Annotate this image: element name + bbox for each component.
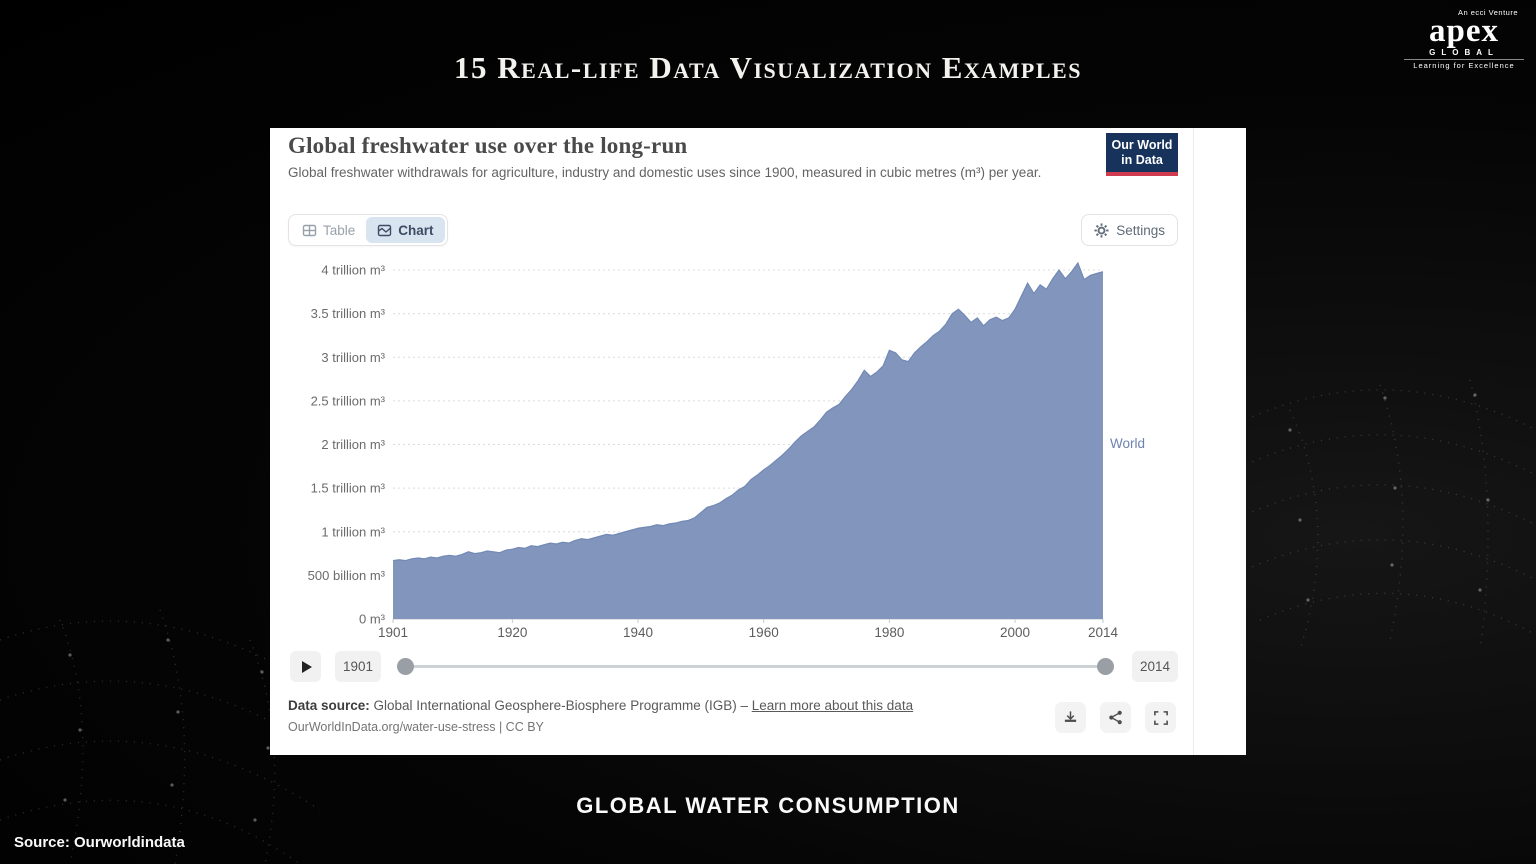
svg-text:1940: 1940 (623, 625, 653, 640)
settings-button[interactable]: Settings (1081, 214, 1178, 246)
series-label-world: World (1110, 436, 1146, 451)
svg-text:2.5 trillion m³: 2.5 trillion m³ (311, 393, 386, 408)
settings-label: Settings (1116, 222, 1165, 238)
download-icon (1064, 711, 1077, 722)
owid-logo-line1: Our World (1111, 138, 1173, 152)
apex-tagline-text: Learning for Excellence (1404, 58, 1524, 70)
download-button[interactable] (1055, 702, 1086, 733)
freshwater-area-chart[interactable]: 4 trillion m³ 3.5 trillion m³ 3 trillion m… (288, 256, 1168, 643)
owid-logo-red-bar (1106, 172, 1178, 176)
timeline-handle-end[interactable] (1097, 658, 1114, 675)
owid-logo-line2: in Data (1121, 153, 1163, 167)
attribution-line: OurWorldInData.org/water-use-stress | CC… (288, 720, 544, 734)
svg-text:2 trillion m³: 2 trillion m³ (321, 437, 385, 452)
owid-logo[interactable]: Our World in Data (1106, 133, 1178, 176)
svg-text:1.5 trillion m³: 1.5 trillion m³ (311, 481, 386, 496)
tab-table[interactable]: Table (291, 217, 366, 243)
gear-icon (1094, 222, 1109, 238)
play-button[interactable] (290, 651, 321, 682)
chart-plot-area[interactable]: 4 trillion m³ 3.5 trillion m³ 3 trillion m… (288, 256, 1168, 643)
svg-text:1901: 1901 (378, 625, 408, 640)
apex-brand-text: apex (1429, 13, 1499, 49)
svg-text:2000: 2000 (1000, 625, 1030, 640)
play-icon (301, 660, 312, 673)
svg-text:3.5 trillion m³: 3.5 trillion m³ (311, 306, 386, 321)
table-grid-icon (302, 224, 317, 236)
slide-source: Source: Ourworldindata (14, 834, 185, 851)
svg-text:1960: 1960 (749, 625, 779, 640)
svg-text:4 trillion m³: 4 trillion m³ (321, 263, 385, 278)
tab-table-label: Table (323, 222, 356, 238)
area-chart-icon (378, 224, 392, 236)
learn-more-link[interactable]: Learn more about this data (751, 698, 914, 713)
data-source-line: Data source: Global International Geosph… (288, 698, 913, 713)
svg-text:2014: 2014 (1088, 625, 1119, 640)
timeline-slider-track[interactable] (405, 665, 1105, 668)
share-icon (1109, 710, 1122, 725)
apex-global-text: GLOBAL (1429, 47, 1499, 57)
data-source-text: Global International Geosphere-Biosphere… (369, 698, 752, 713)
timeline-handle-start[interactable] (397, 658, 414, 675)
fullscreen-button[interactable] (1145, 702, 1176, 733)
apex-venture-text: An ecci Venture (1457, 8, 1518, 17)
tab-chart[interactable]: Chart (366, 217, 445, 243)
view-tabs: Table Chart (288, 214, 448, 246)
svg-text:0 m³: 0 m³ (359, 612, 386, 627)
owid-chart-card: Global freshwater use over the long-run … (270, 128, 1246, 755)
slide-title: 15 Real-life Data Visualization Examples (454, 50, 1082, 85)
svg-text:1980: 1980 (874, 625, 904, 640)
svg-text:1920: 1920 (497, 625, 527, 640)
fullscreen-icon (1153, 710, 1168, 725)
tab-chart-label: Chart (398, 222, 434, 238)
chart-frame-border (1193, 128, 1194, 755)
chart-title: Global freshwater use over the long-run (288, 133, 688, 158)
share-button[interactable] (1100, 702, 1131, 733)
slide-caption: GLOBAL WATER CONSUMPTION (576, 793, 960, 818)
timeline-control: 1901 2014 (270, 649, 1196, 685)
svg-text:3 trillion m³: 3 trillion m³ (321, 350, 385, 365)
chart-subtitle: Global freshwater withdrawals for agricu… (288, 165, 1042, 180)
svg-text:500 billion m³: 500 billion m³ (308, 568, 386, 583)
timeline-start-year[interactable]: 1901 (335, 651, 381, 682)
data-source-label: Data source: (288, 698, 370, 713)
timeline-end-year[interactable]: 2014 (1132, 651, 1178, 682)
apex-global-logo: An ecci Venture apex GLOBAL Learning for… (1404, 8, 1524, 70)
svg-text:1 trillion m³: 1 trillion m³ (321, 524, 385, 539)
